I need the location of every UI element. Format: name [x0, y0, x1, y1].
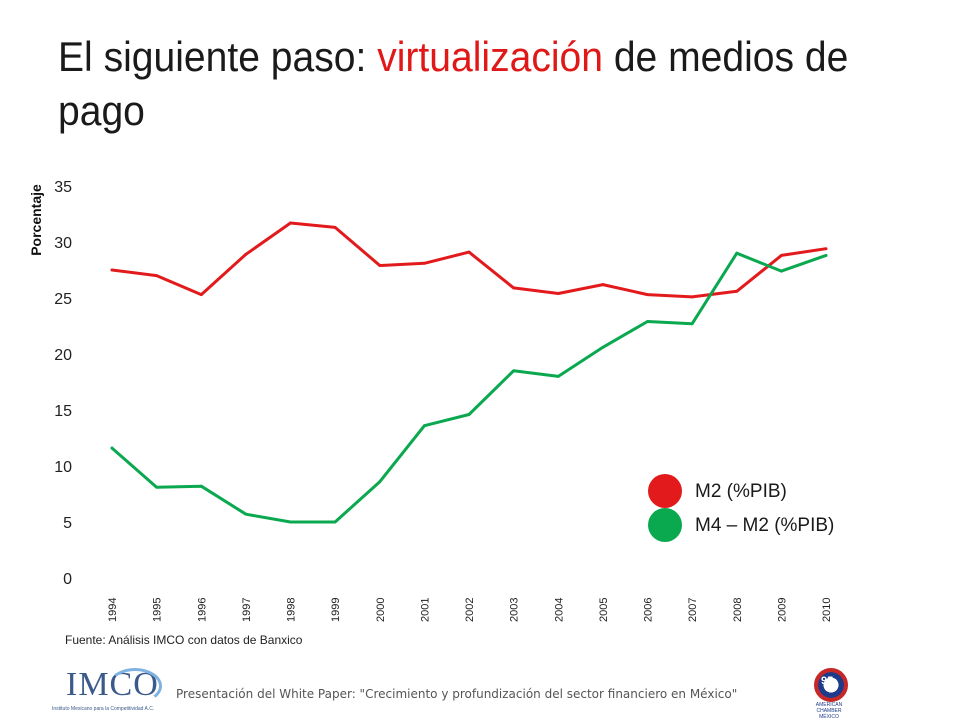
- slide-title: El siguiente paso: virtualización de med…: [58, 30, 858, 138]
- data-point-series-1: [690, 295, 694, 299]
- data-point-series-2: [110, 446, 114, 450]
- data-point-series-2: [779, 269, 783, 273]
- x-tick-label: 2002: [464, 598, 476, 622]
- x-tick-label: 2005: [598, 598, 610, 622]
- legend-label-2: M4 – M2 (%PIB): [695, 515, 834, 536]
- data-point-series-1: [512, 286, 516, 290]
- data-point-series-2: [824, 254, 828, 257]
- data-point-series-2: [199, 484, 203, 488]
- x-tick-label: 2009: [776, 598, 788, 622]
- data-point-series-2: [601, 345, 605, 349]
- data-point-series-1: [556, 292, 560, 295]
- x-tick-label: 1996: [196, 598, 208, 622]
- series-line-1: [110, 221, 828, 299]
- data-point-series-1: [422, 261, 426, 265]
- data-point-series-2: [556, 375, 560, 378]
- data-point-series-1: [378, 264, 382, 267]
- data-point-series-1: [779, 254, 783, 257]
- data-point-series-1: [646, 293, 649, 297]
- y-tick-label: 25: [54, 291, 72, 308]
- amcham-seal-number: 95: [821, 675, 834, 687]
- y-tick-label: 35: [54, 179, 72, 196]
- x-tick-label: 1997: [241, 598, 253, 622]
- data-point-series-1: [333, 226, 337, 229]
- data-point-series-2: [244, 512, 248, 516]
- x-tick-label: 2001: [419, 598, 431, 622]
- data-point-series-2: [646, 320, 649, 323]
- data-point-series-2: [735, 251, 739, 255]
- y-tick-label: 20: [54, 347, 72, 364]
- y-tick-label: 10: [54, 459, 72, 476]
- x-tick-label: 1994: [107, 598, 119, 622]
- imco-logo-arc-icon: [108, 668, 162, 704]
- x-tick-label: 1995: [152, 598, 164, 622]
- y-tick-label: 15: [54, 403, 72, 420]
- data-point-series-1: [244, 252, 248, 256]
- data-point-series-1: [601, 283, 605, 286]
- data-point-series-2: [422, 424, 426, 428]
- x-tick-label: 2003: [509, 598, 521, 622]
- data-point-series-2: [690, 322, 694, 326]
- data-point-series-1: [199, 293, 203, 297]
- data-point-series-2: [378, 480, 382, 484]
- title-accent-word: virtualización: [377, 33, 603, 80]
- amcham-logo-line1: AMERICAN CHAMBER: [815, 702, 843, 714]
- data-point-series-1: [735, 289, 739, 293]
- american-chamber-logo: 95 AMERICAN CHAMBER MÉXICO: [804, 668, 854, 720]
- y-axis-label: Porcentaje: [28, 184, 44, 256]
- legend-marker-2: [648, 508, 682, 542]
- data-point-series-1: [824, 247, 828, 251]
- x-tick-label: 2004: [553, 598, 565, 622]
- x-tick-label: 2010: [821, 598, 833, 622]
- footer-text: Presentación del White Paper: "Crecimien…: [176, 687, 738, 701]
- data-point-series-2: [289, 520, 292, 524]
- x-tick-label: 2000: [375, 598, 387, 622]
- x-tick-label: 2008: [732, 598, 744, 622]
- y-tick-label: 30: [54, 235, 72, 252]
- imco-logo: IMCO Instituto Mexicano para la Competit…: [48, 666, 168, 716]
- x-tick-label: 2007: [687, 598, 699, 622]
- amcham-seal-icon: [814, 668, 848, 702]
- x-tick-label: 1998: [286, 598, 298, 622]
- data-point-series-2: [155, 485, 159, 489]
- data-point-series-2: [512, 369, 516, 373]
- amcham-logo-text: AMERICAN CHAMBER MÉXICO: [804, 702, 854, 720]
- title-start: El siguiente paso:: [58, 33, 378, 80]
- line-chart: Porcentaje 0 5 10 15 20 25 30 35 1994 1995 1996 1997…: [28, 179, 834, 622]
- amcham-logo-line2: MÉXICO: [819, 714, 839, 720]
- legend-label-1: M2 (%PIB): [695, 481, 787, 502]
- data-point-series-1: [467, 250, 471, 254]
- data-point-series-1: [289, 221, 292, 225]
- data-point-series-2: [333, 520, 337, 524]
- data-point-series-1: [110, 268, 114, 272]
- y-tick-label: 0: [63, 571, 72, 588]
- x-tick-label: 2006: [643, 598, 655, 622]
- footer: Presentación del White Paper: "Crecimien…: [0, 682, 960, 720]
- data-point-series-2: [467, 413, 471, 416]
- title-end: de medios de pago: [58, 33, 849, 134]
- data-point-series-1: [155, 274, 159, 277]
- x-tick-label: 1999: [330, 598, 342, 622]
- y-tick-label: 5: [63, 515, 72, 532]
- source-note: Fuente: Análisis IMCO con datos de Banxi…: [65, 633, 303, 647]
- legend-marker-1: [648, 474, 682, 508]
- imco-logo-subtitle: Instituto Mexicano para la Competitivida…: [52, 706, 155, 712]
